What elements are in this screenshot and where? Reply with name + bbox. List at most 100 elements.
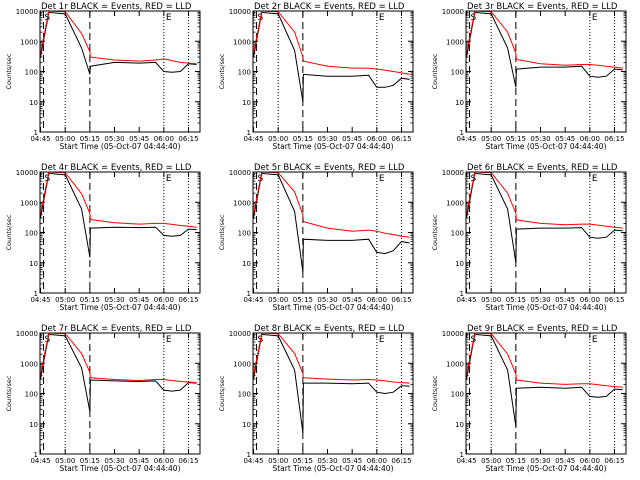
flag-label-e: E (166, 13, 172, 23)
x-tick-label: 05:45 (129, 296, 149, 304)
flag-label-e: E (166, 335, 172, 345)
x-tick-label: 06:15 (178, 457, 198, 465)
x-tick-label: 06:15 (178, 135, 198, 143)
x-axis-label: Start Time (05-Oct-07 04:44:40) (59, 142, 180, 151)
flag-label-e: E (166, 174, 172, 184)
x-tick-label: 05:45 (342, 135, 362, 143)
chart-panel-4: Det 4r BLACK = Events, RED = LLD Counts/s… (5, 163, 201, 312)
y-axis-label: Counts/sec (431, 214, 439, 250)
x-tick-label: 05:45 (555, 457, 575, 465)
y-tick-label: 100 (451, 230, 464, 238)
x-tick-label: 06:00 (154, 135, 174, 143)
y-axis-label: Counts/sec (431, 375, 439, 411)
y-tick-label: 1 (460, 451, 464, 459)
x-tick-label: 05:15 (293, 457, 313, 465)
y-tick-label: 1 (247, 129, 251, 137)
y-axis-label: Counts/sec (218, 214, 226, 250)
y-tick-label: 10 (455, 260, 464, 268)
series-line-events (40, 172, 197, 258)
series-line-events (253, 172, 410, 272)
chart-panel-9: Det 9r BLACK = Events, RED = LLD Counts/s… (431, 324, 627, 473)
series-line-lld (466, 10, 623, 69)
x-tick-label: 05:00 (268, 296, 288, 304)
x-tick-label: 04:45 (243, 457, 263, 465)
x-tick-label: 05:45 (129, 457, 149, 465)
x-tick-label: 05:30 (104, 135, 124, 143)
y-tick-label: 10 (242, 260, 251, 268)
x-tick-label: 05:45 (342, 457, 362, 465)
x-tick-label: 05:00 (481, 135, 501, 143)
y-tick-label: 10000 (229, 330, 251, 338)
y-tick-label: 10000 (442, 169, 464, 177)
x-axis-label: Start Time (05-Oct-07 04:44:40) (59, 303, 180, 312)
x-tick-label: 04:45 (456, 296, 476, 304)
series-line-events (466, 333, 623, 427)
chart-title: Det 3r BLACK = Events, RED = LLD (467, 2, 618, 12)
plot-frame (39, 332, 201, 455)
y-tick-label: 10000 (16, 8, 38, 16)
x-tick-label: 05:45 (555, 135, 575, 143)
y-tick-label: 1 (247, 451, 251, 459)
y-tick-label: 1000 (233, 360, 251, 368)
x-axis-label: Start Time (05-Oct-07 04:44:40) (272, 303, 393, 312)
series-line-events (466, 172, 623, 263)
series-line-events (40, 333, 197, 412)
x-tick-label: 05:15 (293, 135, 313, 143)
x-tick-label: 06:00 (580, 296, 600, 304)
y-tick-label: 10 (455, 99, 464, 107)
chart-panel-8: Det 8r BLACK = Events, RED = LLD Counts/s… (218, 324, 414, 473)
x-tick-label: 05:30 (317, 296, 337, 304)
y-tick-label: 10000 (229, 169, 251, 177)
y-axis-label: Counts/sec (5, 375, 13, 411)
x-axis-label: Start Time (05-Oct-07 04:44:40) (272, 142, 393, 151)
x-axis-label: Start Time (05-Oct-07 04:44:40) (485, 303, 606, 312)
x-tick-label: 05:00 (268, 135, 288, 143)
x-tick-label: 04:45 (30, 135, 50, 143)
chart-panel-5: Det 5r BLACK = Events, RED = LLD Counts/s… (218, 163, 414, 312)
y-axis-label: Counts/sec (5, 214, 13, 250)
x-tick-label: 06:00 (154, 457, 174, 465)
y-tick-label: 10 (242, 99, 251, 107)
x-tick-label: 04:45 (243, 135, 263, 143)
y-tick-label: 1000 (233, 199, 251, 207)
y-tick-label: 100 (25, 69, 38, 77)
x-tick-label: 06:15 (391, 135, 411, 143)
x-tick-label: 06:15 (604, 457, 624, 465)
y-tick-label: 10 (242, 421, 251, 429)
y-tick-label: 1 (460, 129, 464, 137)
series-line-lld (40, 10, 197, 65)
y-tick-label: 100 (25, 230, 38, 238)
chart-title: Det 5r BLACK = Events, RED = LLD (254, 163, 405, 173)
plot-frame (252, 10, 414, 133)
y-axis-label: Counts/sec (431, 53, 439, 89)
x-tick-label: 06:00 (367, 457, 387, 465)
y-tick-label: 100 (451, 391, 464, 399)
y-tick-label: 10 (29, 99, 38, 107)
x-tick-label: 05:00 (268, 457, 288, 465)
x-axis-label: Start Time (05-Oct-07 04:44:40) (485, 142, 606, 151)
flag-label-e: E (379, 335, 385, 345)
x-tick-label: 06:00 (367, 135, 387, 143)
plot-frame (465, 10, 627, 133)
x-axis-label: Start Time (05-Oct-07 04:44:40) (272, 464, 393, 473)
y-tick-label: 100 (238, 230, 251, 238)
x-tick-label: 05:00 (55, 296, 75, 304)
flag-label-e: E (592, 174, 598, 184)
y-tick-label: 10000 (442, 330, 464, 338)
x-tick-label: 04:45 (30, 296, 50, 304)
x-tick-label: 06:15 (178, 296, 198, 304)
y-tick-label: 1 (460, 290, 464, 298)
x-tick-label: 05:00 (55, 135, 75, 143)
chart-title: Det 4r BLACK = Events, RED = LLD (41, 163, 192, 173)
chart-title: Det 2r BLACK = Events, RED = LLD (254, 2, 405, 12)
y-tick-label: 1000 (20, 38, 38, 46)
x-tick-label: 05:15 (80, 296, 100, 304)
x-tick-label: 05:00 (481, 457, 501, 465)
y-tick-label: 100 (451, 69, 464, 77)
x-tick-label: 06:15 (391, 296, 411, 304)
chart-title: Det 6r BLACK = Events, RED = LLD (467, 163, 618, 173)
x-tick-label: 05:15 (506, 296, 526, 304)
plot-frame (465, 332, 627, 455)
x-tick-label: 05:45 (555, 296, 575, 304)
